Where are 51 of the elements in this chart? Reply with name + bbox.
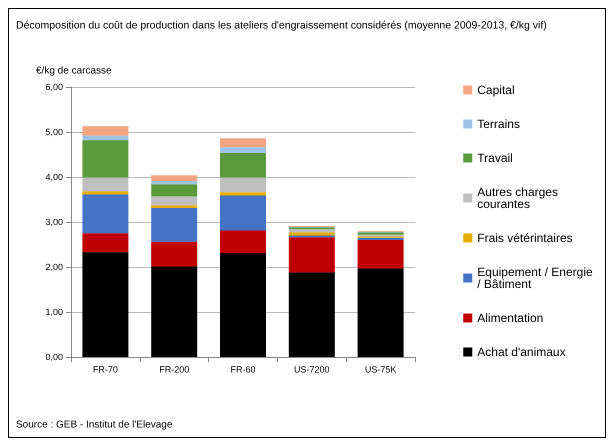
bar	[288, 232, 335, 236]
bar	[288, 272, 335, 357]
bar	[82, 191, 128, 195]
bar	[220, 152, 266, 178]
bar	[288, 237, 335, 272]
bar	[151, 175, 198, 182]
legend-label: Autres charges courantes	[477, 185, 562, 211]
bar	[358, 240, 404, 268]
bar	[82, 126, 128, 136]
bar	[82, 140, 128, 178]
legend-label: Terrains	[477, 117, 520, 131]
bar	[288, 229, 335, 232]
bar	[151, 196, 198, 206]
y-tick-label: 6,00	[45, 82, 63, 92]
bar	[82, 252, 128, 357]
y-tick-label: 1,00	[45, 307, 63, 317]
bar	[220, 253, 266, 357]
chart-title: Décomposition du coût de production dans les ateliers d'engraissement considérés (moyenne 2009-2013, €/kg vif)	[16, 20, 547, 32]
bar	[220, 195, 266, 231]
x-tick-label: US-75K	[364, 364, 396, 374]
legend-label: Equipement / Energie / Bâtiment	[477, 265, 596, 291]
y-axis-title: €/kg de carcasse	[36, 66, 112, 76]
y-tick-label: 5,00	[45, 127, 63, 137]
legend-label: Achat d'animaux	[477, 345, 566, 359]
y-tick-label: 0,00	[45, 352, 63, 362]
bar	[151, 205, 198, 208]
bar	[220, 230, 266, 254]
source-note: Source : GEB - Institut de l'Elevage	[16, 420, 173, 430]
x-tick-label: FR-60	[230, 364, 256, 374]
legend-label: Travail	[477, 151, 513, 165]
bar	[151, 184, 198, 196]
y-tick-label: 2,00	[45, 262, 63, 272]
bar	[151, 181, 198, 184]
bar	[358, 268, 404, 357]
bar	[82, 136, 128, 140]
bar	[82, 233, 128, 252]
legend-label: Alimentation	[477, 311, 544, 325]
x-tick-label: FR-200	[159, 364, 190, 374]
bar	[220, 192, 266, 196]
bar	[151, 208, 198, 242]
bar	[151, 242, 198, 267]
x-tick-label: US-7200	[294, 364, 330, 374]
bar	[220, 138, 266, 148]
y-tick-label: 3,00	[45, 217, 63, 227]
legend-label: Frais vétérintaires	[477, 231, 573, 245]
bar	[82, 194, 128, 234]
y-tick-label: 4,00	[45, 172, 63, 182]
legend-label: Capital	[477, 83, 515, 97]
bar	[151, 266, 198, 357]
bar	[220, 147, 266, 153]
x-tick-label: FR-70	[92, 364, 118, 374]
